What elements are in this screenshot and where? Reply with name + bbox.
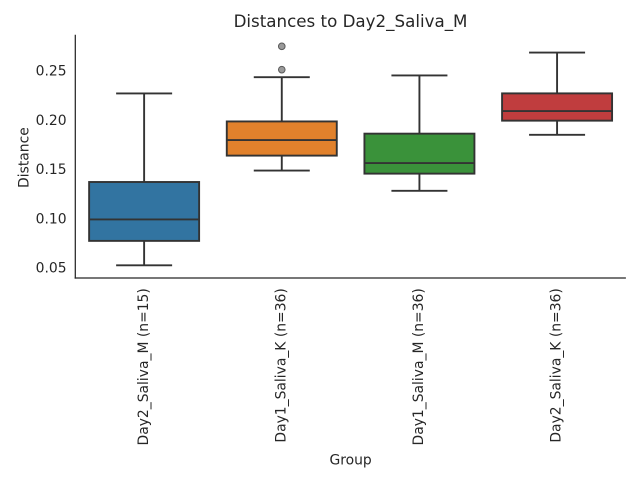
outlier-marker — [277, 42, 286, 51]
box — [363, 132, 476, 175]
x-tick-label: Day1_Saliva_K (n=36) — [273, 288, 289, 442]
box — [501, 92, 614, 122]
box — [88, 181, 201, 242]
box — [225, 120, 338, 157]
y-tick-label: 0.15 — [36, 162, 67, 178]
y-tick-label: 0.20 — [36, 113, 67, 129]
y-tick-label: 0.10 — [36, 211, 67, 227]
x-axis-label: Group — [329, 453, 371, 469]
x-tick-label: Day1_Saliva_M (n=36) — [411, 288, 427, 445]
x-tick-label: Day2_Saliva_M (n=15) — [136, 288, 152, 445]
chart-title: Distances to Day2_Saliva_M — [234, 11, 468, 32]
y-axis-label: Distance — [17, 127, 33, 188]
plot-area: 0.05 0.10 0.15 0.20 0.25 Day2_Saliva_M (n=15)… — [36, 34, 626, 445]
y-tick-label: 0.05 — [36, 261, 67, 277]
x-tick-label: Day2_Saliva_K (n=36) — [549, 288, 565, 442]
y-tick-label: 0.25 — [36, 64, 67, 80]
outlier-marker — [277, 65, 286, 74]
